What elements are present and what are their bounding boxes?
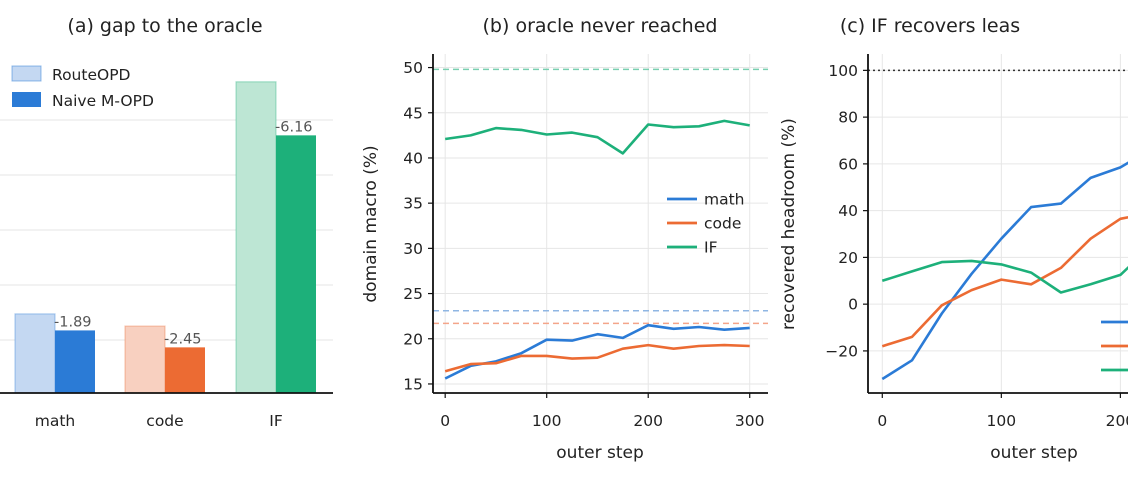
y-tick-label: 20 (838, 249, 858, 267)
x-tick-label: 300 (735, 412, 765, 430)
x-tick-label-math: math (35, 412, 76, 430)
legend (1101, 320, 1128, 372)
x-tick-label: 200 (633, 412, 663, 430)
chart-title: (b) oracle never reached (483, 15, 718, 37)
bar-IF-naive-m-opd (276, 135, 316, 394)
y-tick-label: 20 (403, 330, 423, 348)
y-tick-label: 40 (838, 202, 858, 220)
x-tick-label: 200 (1106, 412, 1128, 430)
legend-label-routeopd: RouteOPD (52, 66, 131, 84)
x-tick-label: 0 (877, 412, 887, 430)
legend-swatch-routeopd (11, 65, 42, 82)
data-label-IF: -6.16 (275, 119, 313, 135)
y-tick-label: −20 (825, 342, 858, 360)
x-tick-label: 100 (987, 412, 1017, 430)
series-line-code (881, 215, 1128, 348)
x-axis-label: outer step (990, 443, 1077, 463)
y-tick-label: 0 (848, 296, 858, 314)
x-tick-label: 100 (532, 412, 562, 430)
y-tick-label: 30 (403, 240, 423, 258)
legend-label-naive-m-opd: Naive M-OPD (52, 92, 154, 110)
legend: RouteOPD Naive M-OPD (11, 65, 154, 110)
panel-b: (b) oracle never reached 15 20 25 30 35 40 45 50… (361, 15, 768, 463)
legend-label-if: IF (704, 239, 718, 257)
legend-label-code: code (704, 215, 741, 233)
bar-code-naive-m-opd (165, 347, 205, 393)
y-tick-label: 40 (403, 149, 423, 167)
series-line-if (881, 259, 1128, 294)
y-tick-label: 50 (403, 59, 423, 77)
y-tick-label: 45 (403, 104, 423, 122)
series-line-math (881, 161, 1128, 381)
legend-swatch-naive-m-opd (12, 92, 41, 107)
x-axis-label: outer step (556, 443, 643, 463)
data-label-code: -2.45 (164, 331, 202, 347)
y-tick-label: 15 (403, 375, 423, 393)
series-line-math (444, 323, 750, 380)
x-tick-label: 0 (440, 412, 450, 430)
chart-title: (c) IF recovers leas (840, 15, 1020, 37)
y-axis-label: recovered headroom (%) (779, 118, 799, 330)
legend: math code IF (667, 191, 745, 257)
series-line-if (445, 119, 750, 155)
y-tick-label: 80 (838, 109, 858, 127)
y-tick-label: 60 (838, 155, 858, 173)
y-tick-label: 35 (403, 195, 423, 213)
chart-title: (a) gap to the oracle (67, 15, 262, 37)
data-label-math: -1.89 (54, 314, 92, 330)
bar-math-naive-m-opd (55, 330, 95, 393)
y-axis-label: domain macro (%) (361, 145, 381, 302)
bar-code-routeopd (124, 325, 166, 394)
series-line-code (444, 343, 750, 373)
legend-label-math: math (704, 191, 745, 209)
y-tick-label: 100 (828, 62, 858, 80)
bar-IF-routeopd (235, 81, 277, 394)
panel-a: (a) gap to the oracle -1.89 math -2.45 code -… (0, 15, 333, 430)
y-tick-label: 25 (403, 285, 423, 303)
bar-math-routeopd (14, 313, 56, 394)
x-tick-label-IF: IF (269, 412, 283, 430)
x-tick-label-code: code (146, 412, 183, 430)
